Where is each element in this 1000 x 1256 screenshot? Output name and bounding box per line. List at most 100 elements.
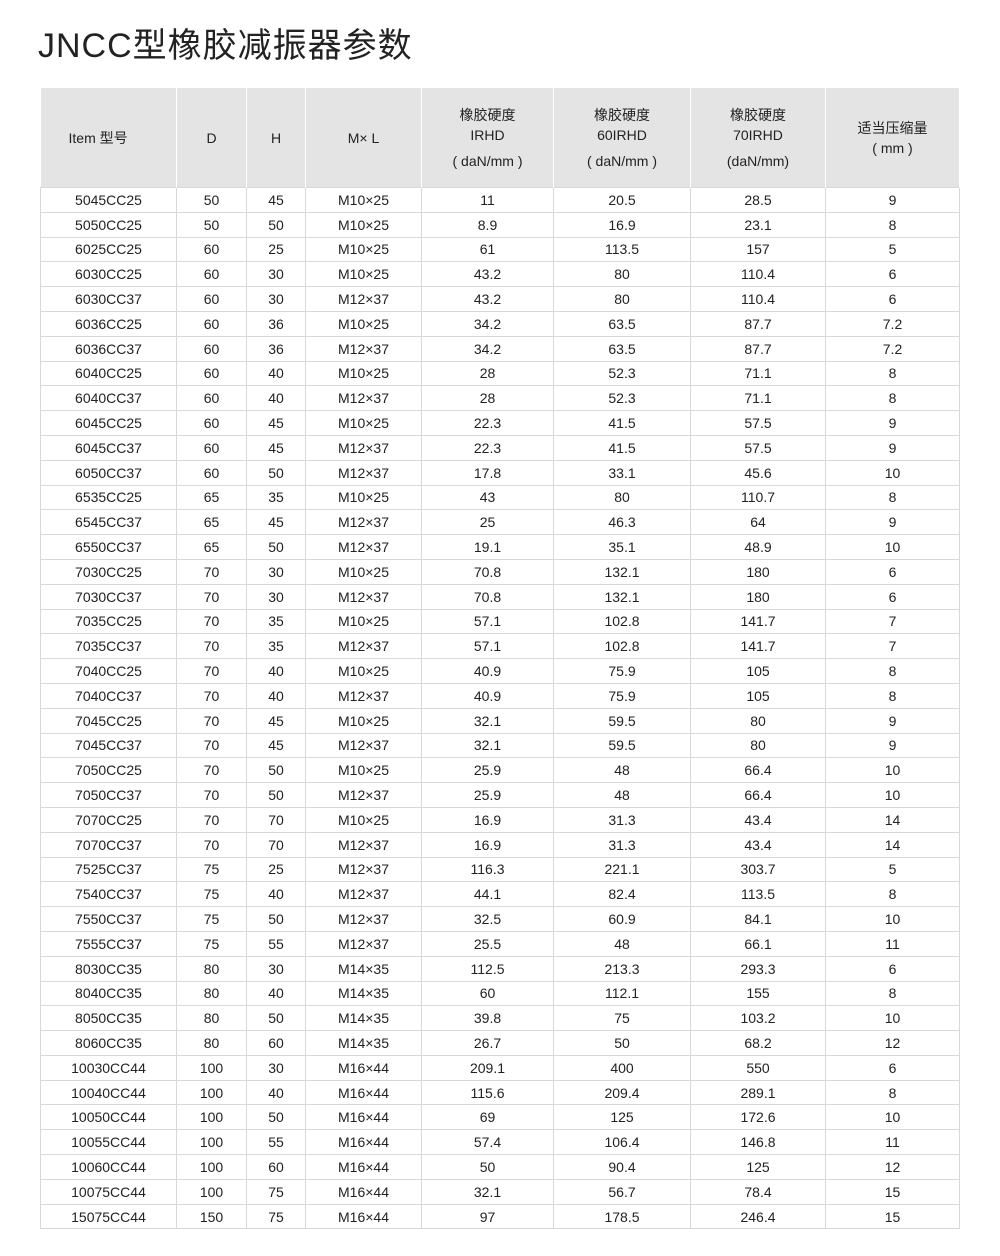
- table-cell: M14×35: [305, 955, 422, 982]
- table-cell: 25: [246, 236, 306, 263]
- table-row: 6045CC25 60 45 M10×25 22.3 41.5 57.5 9: [40, 410, 960, 436]
- table-cell: 10: [825, 1104, 960, 1131]
- table-cell: 8: [825, 211, 960, 238]
- table-cell: 57.5: [690, 434, 826, 461]
- table-cell: 10: [825, 757, 960, 784]
- table-cell: 9: [825, 732, 960, 759]
- table-cell: 60: [176, 261, 247, 288]
- table-row: 6545CC37 65 45 M12×37 25 46.3 64 9: [40, 509, 960, 536]
- table-cell: 69: [421, 1104, 554, 1131]
- table-cell: M14×35: [305, 1005, 422, 1032]
- table-cell: 19.1: [421, 534, 554, 560]
- table-cell: 6036CC37: [40, 335, 177, 362]
- table-cell: 80: [553, 261, 691, 288]
- table-cell: M12×37: [305, 881, 422, 908]
- table-row: 7045CC37 70 45 M12×37 32.1 59.5 80 9: [40, 732, 960, 759]
- table-cell: 52.3: [553, 385, 691, 412]
- table-cell: 5: [825, 236, 960, 263]
- table-cell: M12×37: [305, 509, 422, 536]
- table-cell: 52.3: [553, 360, 691, 387]
- table-cell: 50: [176, 187, 247, 213]
- table-cell: 80: [553, 484, 691, 511]
- table-cell: 45: [246, 187, 306, 213]
- column-header: D: [176, 88, 247, 188]
- table-cell: M10×25: [305, 608, 422, 635]
- table-cell: 7070CC25: [40, 806, 177, 833]
- table-row: 8040CC35 80 40 M14×35 60 112.1 155 8: [40, 980, 960, 1007]
- table-cell: 110.4: [690, 286, 826, 312]
- table-cell: 5050CC25: [40, 211, 177, 238]
- table-cell: 10: [825, 906, 960, 932]
- table-cell: 8060CC35: [40, 1030, 177, 1056]
- table-cell: 150: [176, 1203, 247, 1230]
- table-cell: 59.5: [553, 732, 691, 759]
- table-cell: M10×25: [305, 558, 422, 585]
- table-cell: 6: [825, 1054, 960, 1081]
- table-cell: 10040CC44: [40, 1079, 177, 1106]
- table-cell: 146.8: [690, 1129, 826, 1156]
- table-cell: M16×44: [305, 1203, 422, 1230]
- table-cell: 16.9: [421, 831, 554, 858]
- table-row: 6045CC37 60 45 M12×37 22.3 41.5 57.5 9: [40, 434, 960, 461]
- table-cell: 15: [825, 1178, 960, 1205]
- table-row: 7070CC25 70 70 M10×25 16.9 31.3 43.4 14: [40, 806, 960, 833]
- table-cell: 172.6: [690, 1104, 826, 1131]
- table-cell: 7050CC37: [40, 782, 177, 808]
- table-cell: 56.7: [553, 1178, 691, 1205]
- table-cell: 25.5: [421, 930, 554, 957]
- table-cell: 110.4: [690, 261, 826, 288]
- table-cell: 8030CC35: [40, 955, 177, 982]
- table-cell: 30: [246, 261, 306, 288]
- table-cell: 5045CC25: [40, 187, 177, 213]
- table-cell: 50: [246, 782, 306, 808]
- table-row: 8060CC35 80 60 M14×35 26.7 50 68.2 12: [40, 1030, 960, 1056]
- table-cell: 34.2: [421, 310, 554, 337]
- table-cell: 40: [246, 980, 306, 1007]
- table-row: 7540CC37 75 40 M12×37 44.1 82.4 113.5 8: [40, 881, 960, 908]
- table-cell: 80: [176, 1005, 247, 1032]
- table-row: 6036CC37 60 36 M12×37 34.2 63.5 87.7 7.2: [40, 335, 960, 362]
- table-cell: 35: [246, 633, 306, 660]
- table-cell: 50: [553, 1030, 691, 1056]
- table-cell: 50: [246, 1104, 306, 1131]
- table-cell: 7050CC25: [40, 757, 177, 784]
- table-cell: 70: [176, 658, 247, 684]
- table-cell: 70: [176, 806, 247, 833]
- table-cell: 303.7: [690, 856, 826, 883]
- table-cell: 7045CC37: [40, 732, 177, 759]
- page-title: JNCC型橡胶减振器参数: [38, 27, 413, 65]
- table-cell: 75: [246, 1178, 306, 1205]
- table-cell: M12×37: [305, 732, 422, 759]
- table-cell: 48.9: [690, 534, 826, 560]
- table-cell: 10060CC44: [40, 1154, 177, 1180]
- table-cell: 246.4: [690, 1203, 826, 1230]
- table-cell: 102.8: [553, 608, 691, 635]
- table-row: 6036CC25 60 36 M10×25 34.2 63.5 87.7 7.2: [40, 310, 960, 337]
- table-cell: 70: [176, 682, 247, 709]
- header-line: ( daN/mm ): [587, 152, 657, 169]
- table-cell: 43.4: [690, 831, 826, 858]
- table-cell: 50: [421, 1154, 554, 1180]
- table-cell: M16×44: [305, 1079, 422, 1106]
- table-cell: 43.4: [690, 806, 826, 833]
- table-cell: 106.4: [553, 1129, 691, 1156]
- table-cell: 70: [176, 782, 247, 808]
- table-cell: 6025CC25: [40, 236, 177, 263]
- table-cell: 45: [246, 732, 306, 759]
- table-row: 10050CC44 100 50 M16×44 69 125 172.6 10: [40, 1104, 960, 1131]
- table-cell: 50: [246, 534, 306, 560]
- table-cell: 10050CC44: [40, 1104, 177, 1131]
- table-cell: 30: [246, 286, 306, 312]
- header-line: (daN/mm): [726, 152, 790, 169]
- table-cell: 75: [246, 1203, 306, 1230]
- table-row: 7035CC25 70 35 M10×25 57.1 102.8 141.7 7: [40, 608, 960, 635]
- table-cell: M12×37: [305, 459, 422, 486]
- table-row: 10030CC44 100 30 M16×44 209.1 400 550 6: [40, 1054, 960, 1081]
- table-cell: 9: [825, 410, 960, 436]
- header-line: 70IRHD: [733, 126, 783, 143]
- table-cell: 125: [690, 1154, 826, 1180]
- table-row: 7555CC37 75 55 M12×37 25.5 48 66.1 11: [40, 930, 960, 957]
- table-cell: 6: [825, 286, 960, 312]
- table-cell: 45.6: [690, 459, 826, 486]
- table-row: 7040CC25 70 40 M10×25 40.9 75.9 105 8: [40, 658, 960, 684]
